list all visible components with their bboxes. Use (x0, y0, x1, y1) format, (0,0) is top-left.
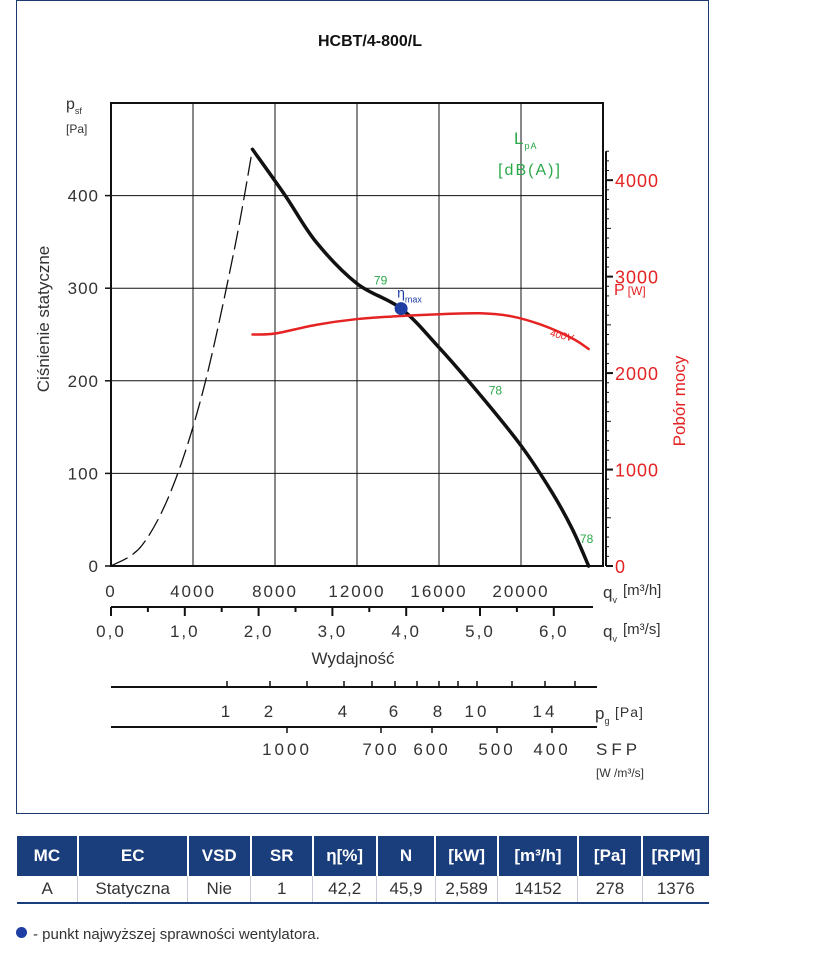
table-cell: Nie (187, 876, 251, 904)
pg-tick-label: 10 (465, 702, 490, 721)
chart-frame: 0 100 200 300 400 0 1000 2000 3000 4000 0 4000 8000 1… (16, 0, 709, 814)
x2-tick-label: 2,0 (244, 622, 274, 641)
x-tick-label: 8000 (252, 582, 298, 601)
x-tick-label: 4000 (170, 582, 216, 601)
table-cell: 278 (577, 876, 642, 904)
y2-axis-symbol: P [W] (614, 282, 646, 299)
sfp-tick-label: 1000 (262, 740, 312, 759)
pg-tick-label: 14 (533, 702, 558, 721)
table-cell: 42,2 (311, 876, 377, 904)
pg-tick-label: 1 (221, 702, 233, 721)
table-header-cell: VSD (186, 836, 251, 876)
noise-label: 78 (580, 532, 594, 546)
legend-note: - punkt najwyższej sprawności wentylator… (16, 926, 320, 943)
noise-axis-unit: [dB(A)] (498, 162, 562, 179)
y-tick-label: 400 (68, 187, 99, 206)
table-cell: 14152 (497, 876, 578, 904)
x-axis-symbol: qv (603, 583, 617, 605)
chart-marks (110, 147, 591, 568)
y2-tick-label: 4000 (615, 171, 659, 191)
series-line-pressure (250, 147, 591, 568)
sfp-tick-label: 400 (533, 740, 570, 759)
y-axis-symbol: psf (66, 96, 82, 116)
table-header-cell: [kW] (434, 836, 498, 876)
table-header-cell: η[%] (311, 836, 377, 876)
x2-tick-label: 1,0 (170, 622, 200, 641)
table-header-cell: SR (249, 836, 313, 876)
noise-axis-symbol: LpA (514, 129, 537, 151)
noise-label: 78 (489, 384, 503, 398)
y-tick-label: 0 (89, 557, 99, 576)
table-header-cell: [RPM] (641, 836, 709, 876)
sfp-scale-unit: [W /m³/s] (596, 766, 644, 780)
sfp-tick-label: 600 (413, 740, 450, 759)
pg-scale-symbol: pg (595, 704, 609, 726)
series-label: 400V (549, 328, 576, 345)
table-cell: 1 (250, 876, 313, 904)
x-tick-label: 16000 (410, 582, 467, 601)
x2-tick-label: 0,0 (96, 622, 126, 641)
y-tick-label: 100 (68, 464, 99, 483)
table-cell: 45,9 (376, 876, 436, 904)
sfp-scale-symbol: SFP (596, 740, 641, 759)
y2-tick-label: 0 (615, 557, 626, 577)
table-cell: 2,589 (434, 876, 498, 904)
x2-tick-label: 3,0 (318, 622, 348, 641)
table-header-cell: [m³/h] (496, 836, 578, 876)
fan-data-table: MC EC VSD SR η[%] N [kW] [m³/h] [Pa] [RPM] A Staty… (17, 836, 709, 904)
sfp-tick-label: 500 (478, 740, 515, 759)
noise-label: 79 (374, 273, 388, 287)
max-efficiency-label: ηmax (397, 285, 422, 305)
x2-tick-label: 4,0 (391, 622, 421, 641)
legend-note-text: - punkt najwyższej sprawności wentylator… (33, 926, 320, 943)
pg-tick-label: 4 (338, 702, 350, 721)
max-efficiency-point (394, 302, 408, 316)
y2-axis-label: Pobór mocy (670, 355, 689, 446)
y2-tick-label: 1000 (615, 461, 659, 481)
y-axis-unit: [Pa] (66, 122, 87, 136)
table-row: A Statyczna Nie 1 42,2 45,9 2,589 14152 278 1376 (17, 876, 709, 904)
table-cell: A (17, 876, 78, 904)
table-header-cell: N (375, 836, 436, 876)
table-header-cell: MC (17, 836, 78, 876)
y2-tick-label: 2000 (615, 364, 659, 384)
max-efficiency-dot-icon (16, 927, 27, 938)
x-tick-label: 0 (105, 582, 116, 601)
x-axis-unit: [m³/h] (623, 582, 661, 599)
plot-border (110, 102, 604, 567)
series-line-pressure_unstable (110, 148, 254, 567)
pg-tick-label: 8 (433, 702, 445, 721)
x-tick-label: 20000 (492, 582, 549, 601)
chart-labels: HCBT/4-800/L psf [Pa] Ciśnienie statyczne P[… (34, 33, 689, 780)
x2-axis-symbol: qv (603, 622, 617, 644)
table-cell: 1376 (641, 876, 709, 904)
y2-tick-label: 3000 (615, 268, 659, 288)
pg-tick-label: 2 (264, 702, 276, 721)
table-header-row: MC EC VSD SR η[%] N [kW] [m³/h] [Pa] [RPM] (17, 836, 709, 876)
x2-axis-unit: [m³/s] (623, 621, 661, 638)
table-header-cell: EC (76, 836, 188, 876)
y-axis-label: Ciśnienie statyczne (34, 246, 53, 392)
series-line-power-400v (251, 311, 590, 351)
table-header-cell: [Pa] (576, 836, 642, 876)
sfp-tick-label: 700 (362, 740, 399, 759)
x-axis-label: Wydajność (312, 649, 395, 668)
table-cell: Statyczna (77, 876, 188, 904)
chart-title: HCBT/4-800/L (318, 33, 422, 50)
x2-tick-label: 5,0 (465, 622, 495, 641)
y-tick-label: 300 (68, 279, 99, 298)
pg-tick-label: 6 (389, 702, 401, 721)
y-tick-label: 200 (68, 372, 99, 391)
x2-tick-label: 6,0 (539, 622, 569, 641)
pg-scale-unit: [Pa] (615, 704, 644, 720)
x-tick-label: 12000 (328, 582, 385, 601)
